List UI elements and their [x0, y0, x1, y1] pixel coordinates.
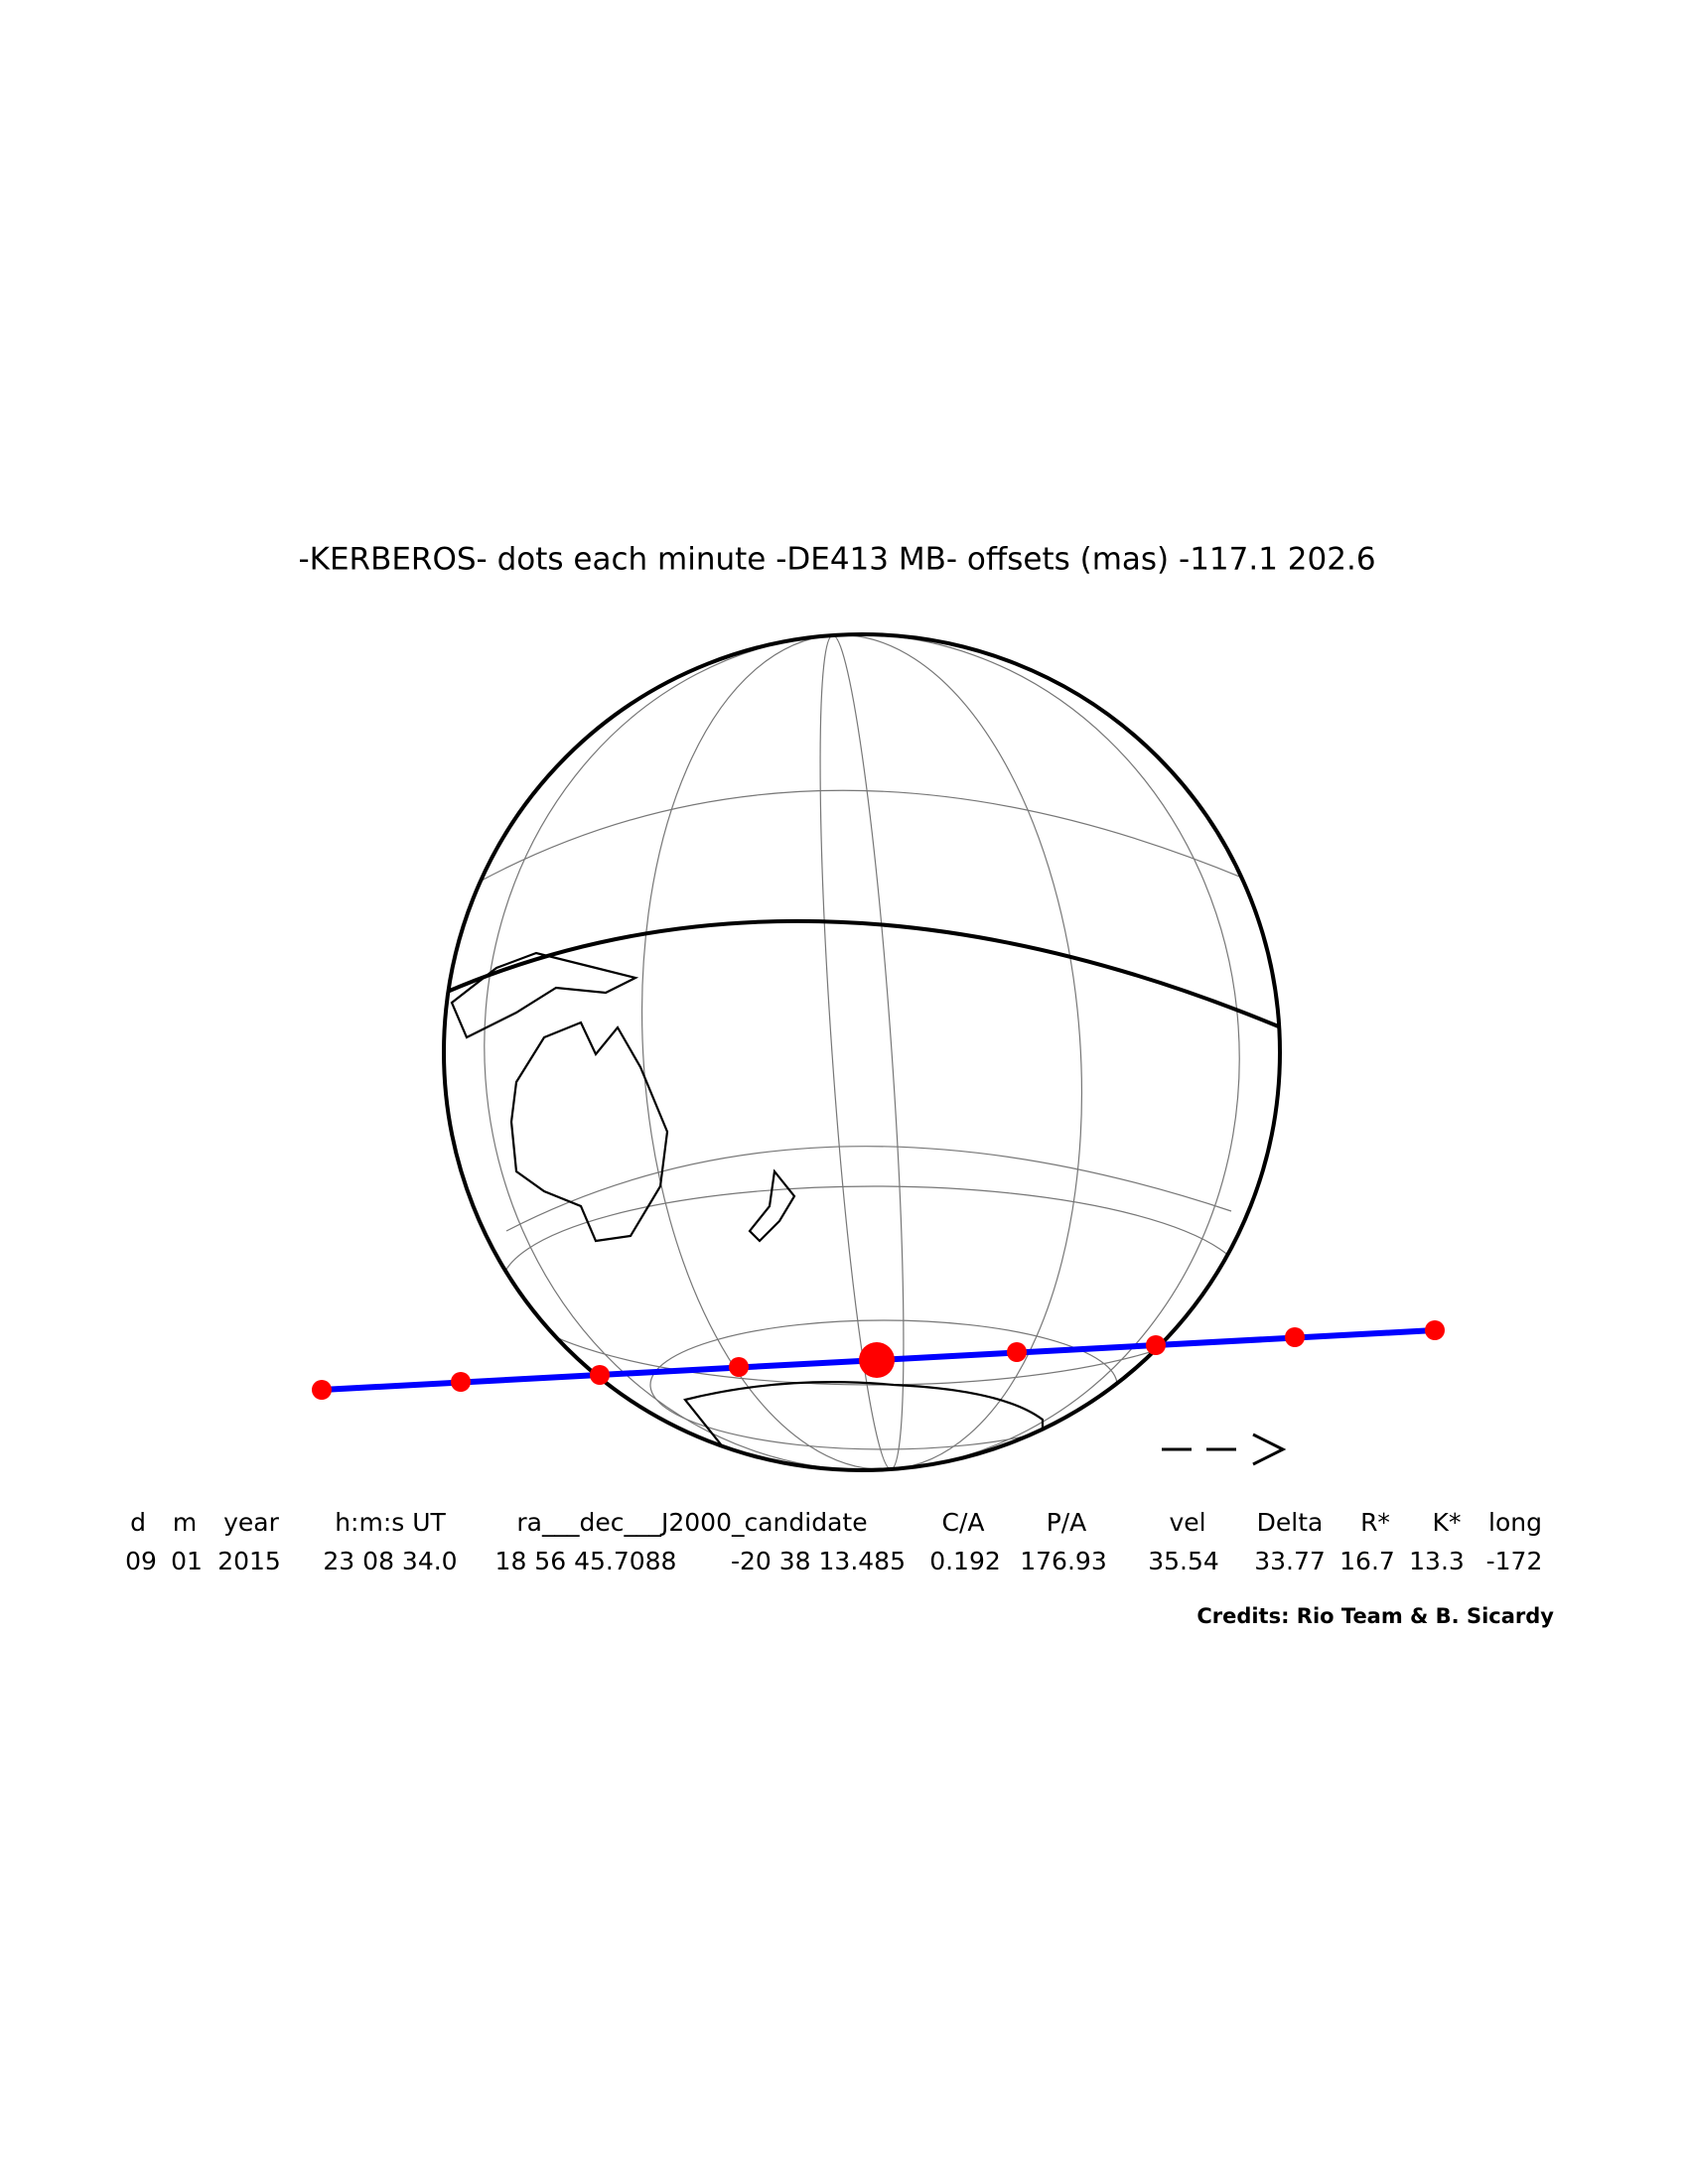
meridian [819, 634, 905, 1470]
table-value: -172 [1486, 1547, 1543, 1575]
table-header: C/A [942, 1508, 985, 1537]
credits: Credits: Rio Team & B. Sicardy [1196, 1604, 1554, 1628]
minute-dot [729, 1357, 749, 1377]
table-value: 13.3 [1409, 1547, 1465, 1575]
minute-dot [1425, 1320, 1445, 1340]
australia [509, 1021, 669, 1243]
table-header: long [1488, 1508, 1542, 1537]
table-value: 23 08 34.0 [323, 1547, 457, 1575]
table-header: P/A [1047, 1508, 1087, 1537]
table-header: year [223, 1508, 279, 1537]
minute-dot [590, 1365, 610, 1385]
antarctica [683, 1381, 1045, 1470]
parallel [505, 1146, 1232, 1232]
minute-dot [1146, 1335, 1166, 1355]
table-header: vel [1169, 1508, 1205, 1537]
map-title: -KERBEROS- dots each minute -DE413 MB- o… [298, 542, 1375, 578]
table-value: 2015 [217, 1547, 281, 1575]
table-value: 33.77 [1254, 1547, 1326, 1575]
equator [444, 918, 1280, 1029]
table-value: 09 [125, 1547, 157, 1575]
table-header: h:m:s UT [335, 1508, 446, 1537]
parallel [466, 789, 1257, 889]
globe-outline [442, 632, 1282, 1472]
table-header: K* [1433, 1508, 1462, 1537]
table-header: R* [1360, 1508, 1390, 1537]
table-value: 01 [171, 1547, 203, 1575]
table-header: d [130, 1508, 146, 1537]
indonesia [450, 951, 639, 1039]
table-value: 176.93 [1020, 1547, 1106, 1575]
minute-dot [312, 1380, 332, 1400]
table-header: Delta [1257, 1508, 1324, 1537]
globe [442, 632, 1282, 1472]
new-zealand [748, 1168, 796, 1243]
table-header: m [173, 1508, 197, 1537]
minute-dot [451, 1372, 471, 1392]
minute-dot [1007, 1342, 1027, 1362]
table-value: 18 56 45.7088 [495, 1547, 677, 1575]
direction-arrow [1162, 1433, 1287, 1466]
data-table: d m year h:m:s UT ra___dec___J2000_candidate… [125, 1508, 1542, 1575]
minute-dot [1285, 1327, 1305, 1347]
table-value: -20 38 13.485 [731, 1547, 906, 1575]
closest-approach-dot [859, 1342, 895, 1378]
occultation-track [312, 1320, 1445, 1400]
table-value: 16.7 [1339, 1547, 1395, 1575]
table-value: 35.54 [1148, 1547, 1219, 1575]
table-header: ra___dec___J2000_candidate [516, 1508, 867, 1537]
table-value: 0.192 [929, 1547, 1001, 1575]
